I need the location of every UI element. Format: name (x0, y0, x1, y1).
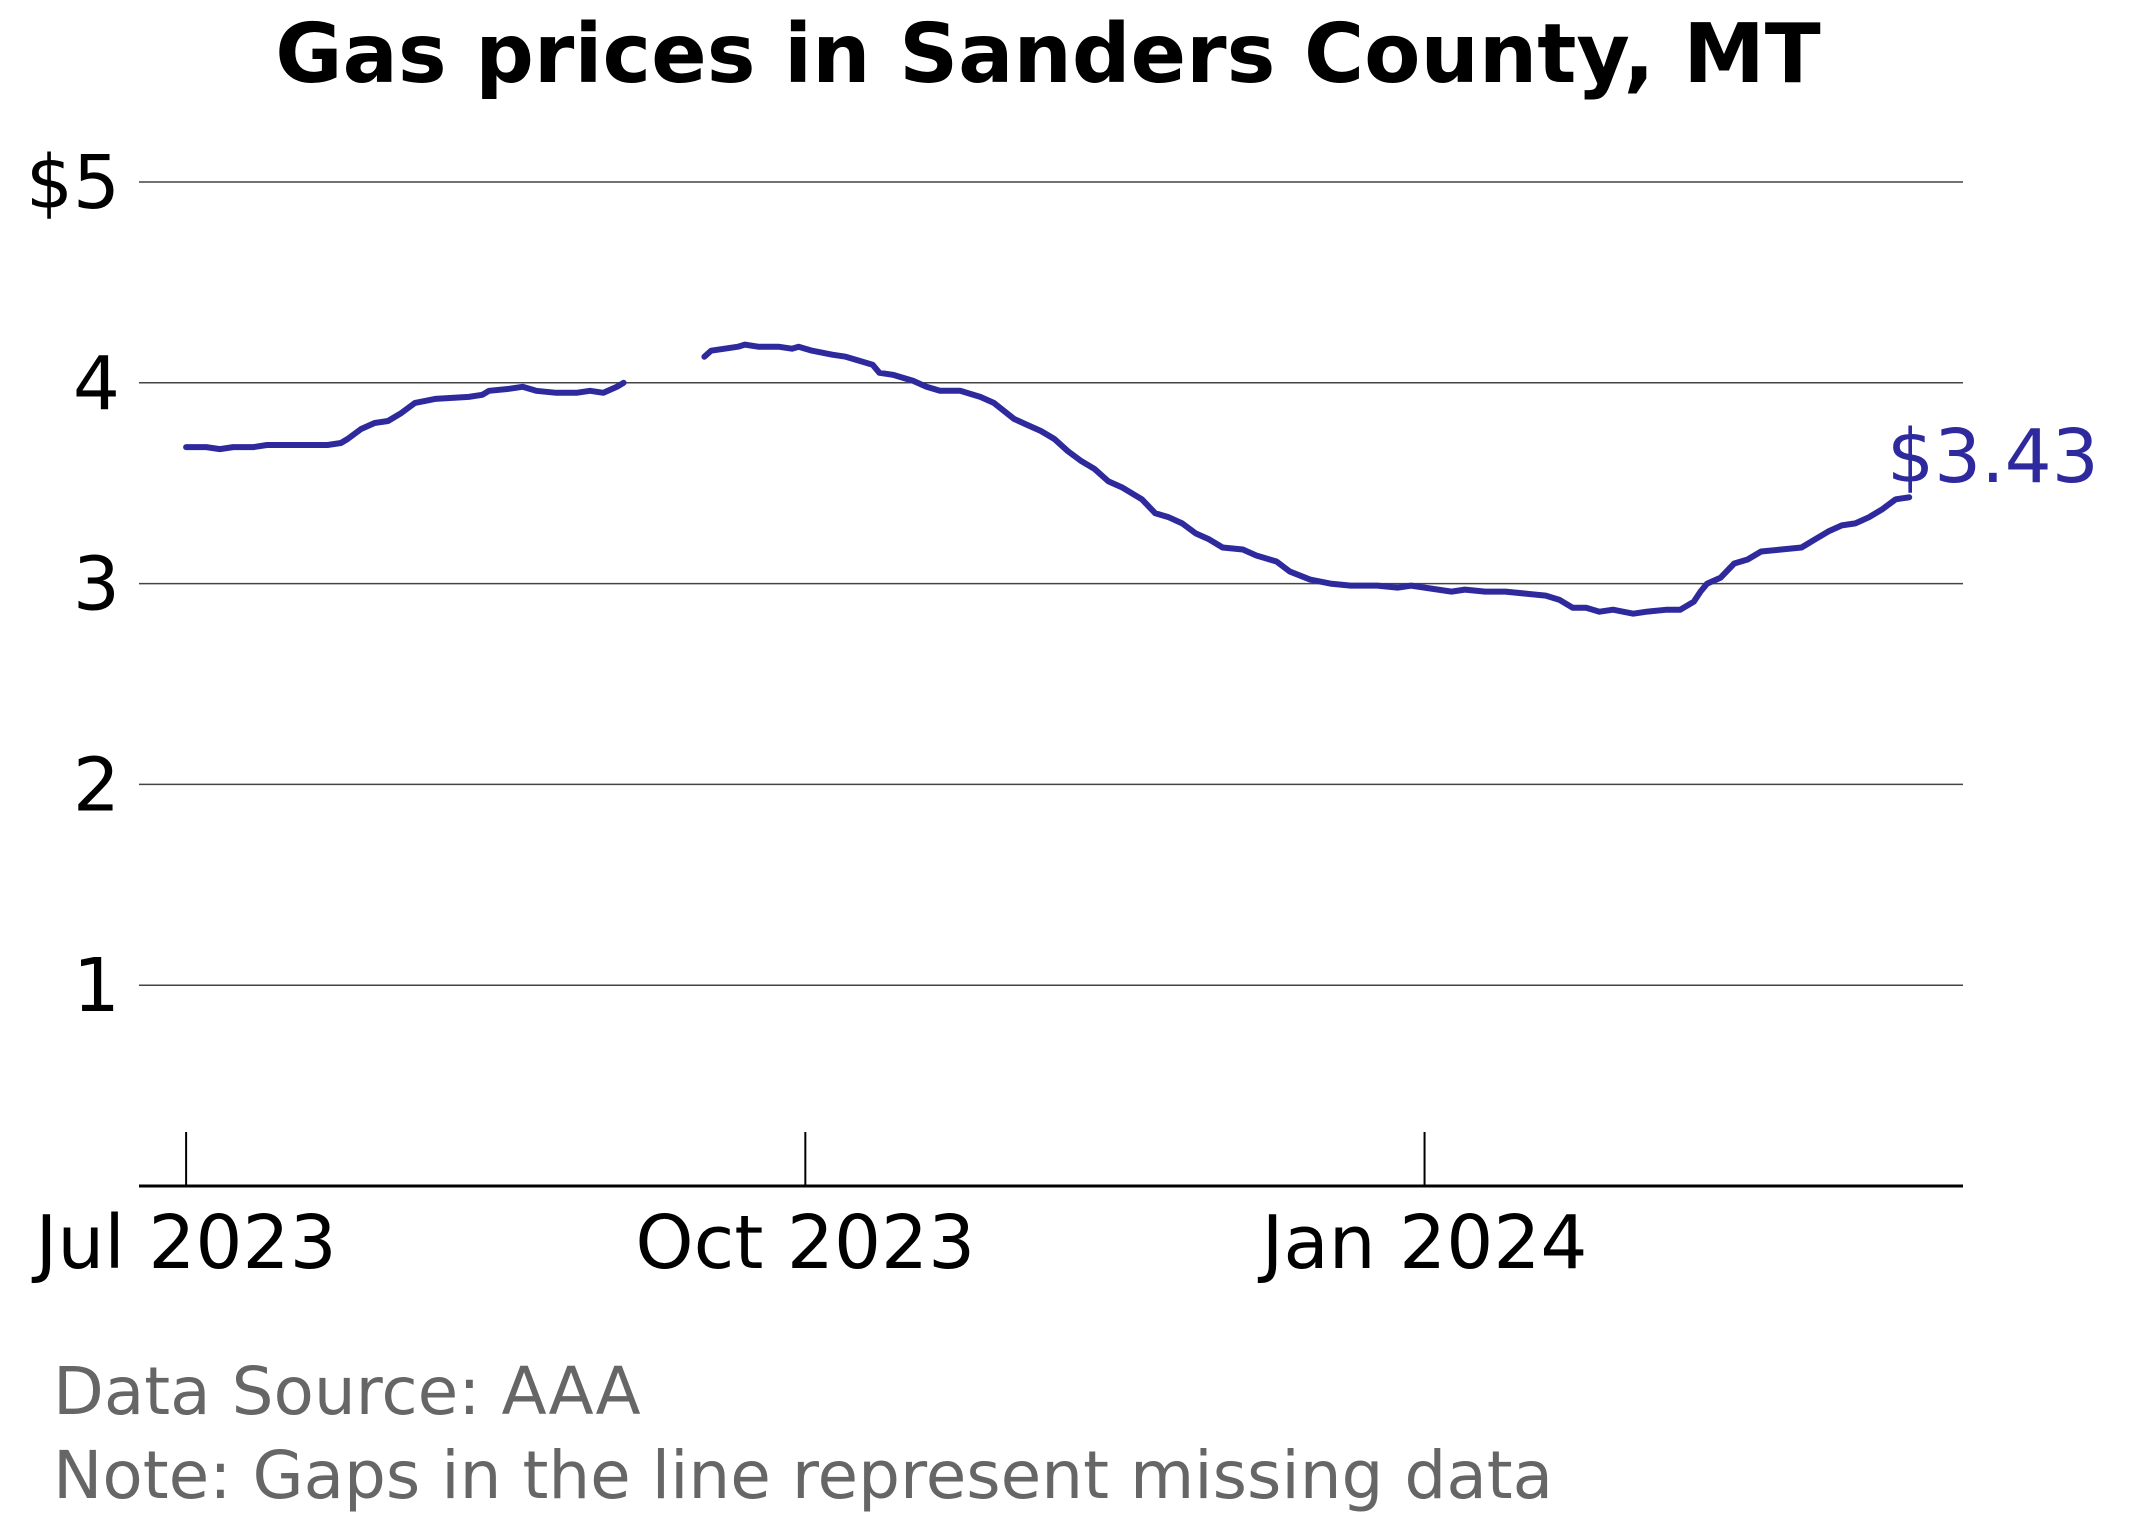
chart-title: Gas prices in Sanders County, MT (275, 7, 1821, 102)
price-series (183, 341, 1913, 617)
y-tick-label: 4 (73, 341, 120, 427)
missing-data-note: Note: Gaps in the line represent missing… (53, 1437, 1553, 1514)
x-tick-label: Jul 2023 (32, 1200, 337, 1286)
x-tick-label: Jan 2024 (1258, 1200, 1588, 1286)
y-tick-label: 1 (73, 943, 120, 1029)
price-line-segment (701, 341, 1913, 617)
data-source-note: Data Source: AAA (53, 1353, 641, 1430)
y-axis-ticks: 1 2 3 4 $5 (26, 140, 120, 1029)
y-tick-label: $5 (26, 140, 120, 226)
y-tick-label: 2 (73, 742, 120, 828)
latest-price-label: $3.43 (1887, 414, 2099, 500)
x-tick-label: Oct 2023 (635, 1200, 975, 1286)
gridlines (139, 181, 1963, 986)
x-axis-ticks: Jul 2023 Oct 2023 Jan 2024 (32, 1132, 1588, 1286)
price-line-segment (183, 379, 627, 453)
y-tick-label: 3 (73, 542, 120, 628)
